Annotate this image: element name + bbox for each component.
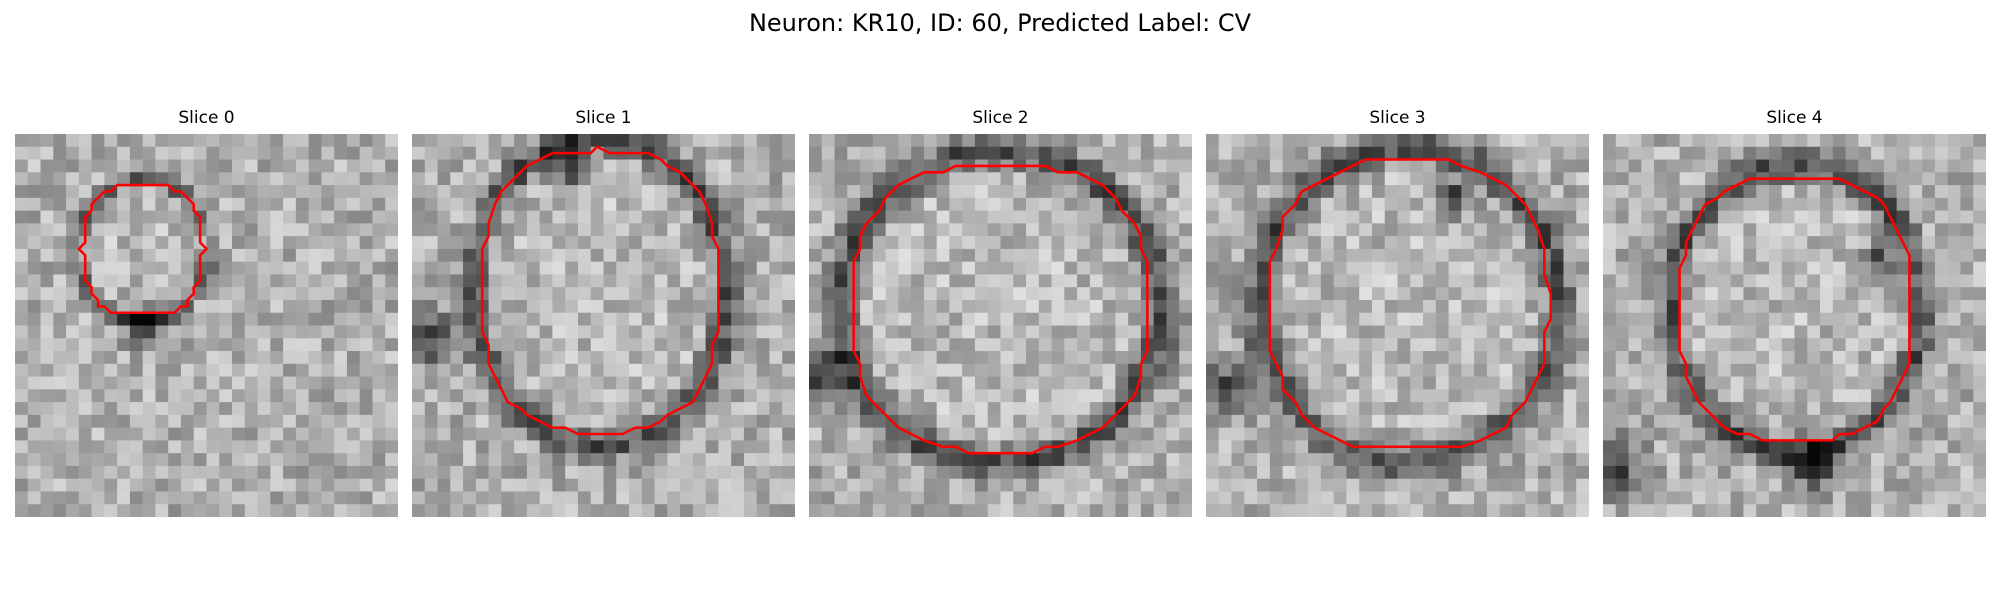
segmentation-contour [480, 145, 720, 436]
slice-image-4 [1603, 134, 1986, 517]
slice-panel-4: Slice 4 [1603, 107, 1986, 521]
segmentation-contour [77, 183, 208, 315]
figure-title: Neuron: KR10, ID: 60, Predicted Label: C… [748, 9, 1252, 37]
slice-image-3 [1206, 134, 1589, 517]
slice-title-0: Slice 0 [178, 108, 235, 128]
segmentation-contour [852, 164, 1149, 455]
slice-title-2: Slice 2 [972, 108, 1029, 128]
slice-panel-0: Slice 0 [15, 107, 398, 521]
slice-panel-2: Slice 2 [809, 107, 1192, 521]
slice-image-2 [809, 134, 1192, 517]
slice-title-3: Slice 3 [1369, 108, 1426, 128]
segmentation-contour [1678, 177, 1911, 442]
slice-panel-1: Slice 1 [412, 107, 795, 521]
slice-image-1 [412, 134, 795, 517]
slice-title-4: Slice 4 [1766, 108, 1823, 128]
slice-image-0 [15, 134, 398, 517]
segmentation-contour [1268, 158, 1552, 449]
slice-panel-3: Slice 3 [1206, 107, 1589, 521]
slice-title-1: Slice 1 [575, 108, 632, 128]
